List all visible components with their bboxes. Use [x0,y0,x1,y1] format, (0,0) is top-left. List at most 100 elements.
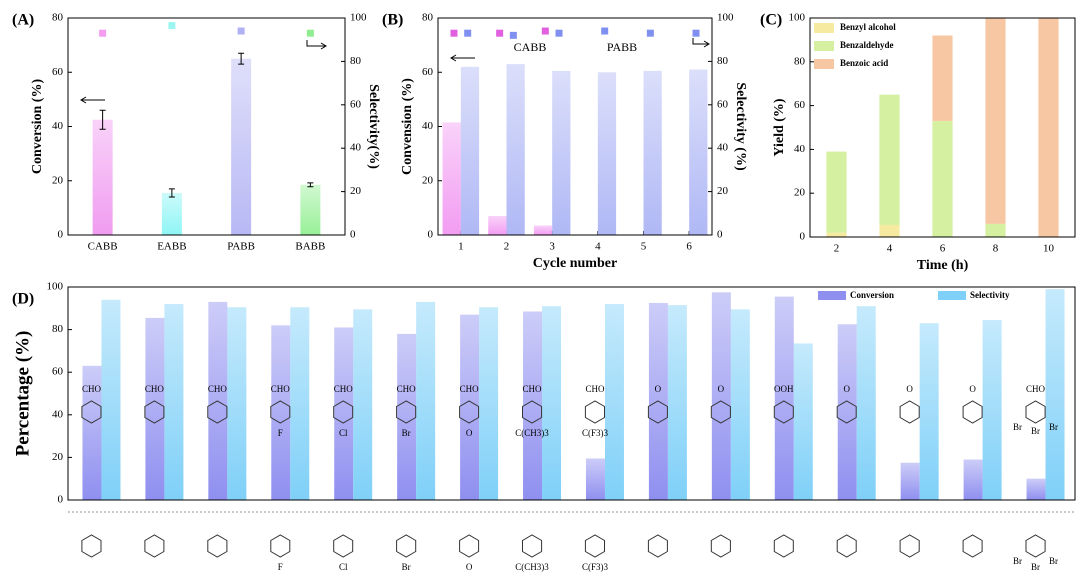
bar [919,323,939,500]
bar [585,458,605,500]
arrow-left [80,96,105,104]
annotation: CABB [514,40,547,54]
y-tick-label: 0 [800,231,806,243]
plot-frame [809,17,1076,238]
structure-ring [144,400,165,424]
bar [711,292,731,500]
bar [506,64,525,235]
structure-ring [81,400,102,424]
bar-segment [826,151,847,233]
structure-ring [836,534,857,558]
structure-ring [144,534,165,558]
x-tick-label: 10 [1043,243,1055,255]
y-tick-label: 0 [58,229,64,241]
bar [1026,478,1046,500]
y-axis-label: Yield (%) [772,98,787,157]
x-axis-label: Cycle number [533,256,617,271]
bar [82,365,102,500]
error-bar [307,182,314,188]
selectivity-marker [692,29,700,37]
structure-label: Cl [339,562,348,572]
structure-label: O [466,428,473,438]
y2-tick-label: 40 [350,142,362,154]
y-tick-label: 60 [52,366,64,378]
structure-ring [647,400,668,424]
y-tick-label: 40 [52,408,64,420]
structure-label: Br [1049,556,1058,566]
arrows [80,38,710,104]
structure-label: F [278,428,283,438]
bar-segment [879,224,900,237]
y-tick-label: 80 [422,12,434,24]
structure-ring [584,400,605,424]
x-tick-label: BABB [295,241,325,253]
y2-tick-label: 0 [350,229,356,241]
x-tick-label: CABB [88,241,118,253]
structure-ring [207,534,228,558]
bar [460,66,480,235]
x-tick-label: 6 [686,241,692,253]
bar [164,304,184,500]
bar [900,462,920,500]
legend-swatch [814,59,834,69]
selectivity-marker [99,29,107,37]
structure-ring [962,400,983,424]
y2-tick-label: 100 [717,12,734,24]
structure-ring [396,534,417,558]
bar [479,307,499,500]
y2-tick-label: 60 [350,98,362,110]
structure-label: O [466,562,473,572]
bar [856,306,876,500]
bar [689,69,708,235]
bar [837,324,857,500]
bar [604,304,624,500]
y-tick-label: 40 [422,120,434,132]
error-bar [238,52,245,65]
structure-label: Br [1049,422,1058,432]
y-tick-label: 20 [794,187,806,199]
x-tick-label: 2 [834,243,840,255]
y2-tick-label: 20 [717,185,729,197]
x-tick-label: PABB [227,241,255,253]
legend-label: Benzoic acid [840,58,888,68]
bar [460,314,480,500]
structure-ring [81,534,102,558]
bar [542,306,562,500]
plot-frame [67,17,346,236]
bar-segment [826,232,847,237]
x-tick-label: 5 [641,241,647,253]
legend-label: Selectivity [970,290,1010,300]
arrow-right [692,38,710,48]
structure-label: O [969,384,976,394]
bar-segment [932,35,953,121]
structure-label: OOH [774,384,794,394]
structure-label: C(CH3)3 [515,428,549,438]
structure-ring [710,534,731,558]
y-axis-label: Convension (%) [400,78,415,175]
structure-label: CHO [145,384,165,394]
structure-label: CHO [585,384,605,394]
structure-label: Br [402,428,411,438]
structure-ring [1025,400,1046,424]
bar [963,459,983,500]
y-tick-label: 80 [794,55,806,67]
structure-label: C(F3)3 [582,428,609,438]
bar [334,327,354,500]
bar [643,70,662,235]
structure-ring [396,400,417,424]
bar [488,216,507,235]
y-tick-label: 20 [52,174,64,186]
bar [101,299,121,500]
selectivity-marker [601,27,609,35]
structure-label: Br [1013,422,1022,432]
structure-ring [647,534,668,558]
structure-ring [207,400,228,424]
structure-label: Br [1031,562,1040,572]
selectivity-marker [237,27,245,35]
error-bar [99,109,106,130]
bar [730,309,750,500]
bar [1045,289,1065,500]
structure-label: CHO [523,384,543,394]
legend-swatch [814,41,834,51]
structure-label: C(F3)3 [582,562,609,572]
